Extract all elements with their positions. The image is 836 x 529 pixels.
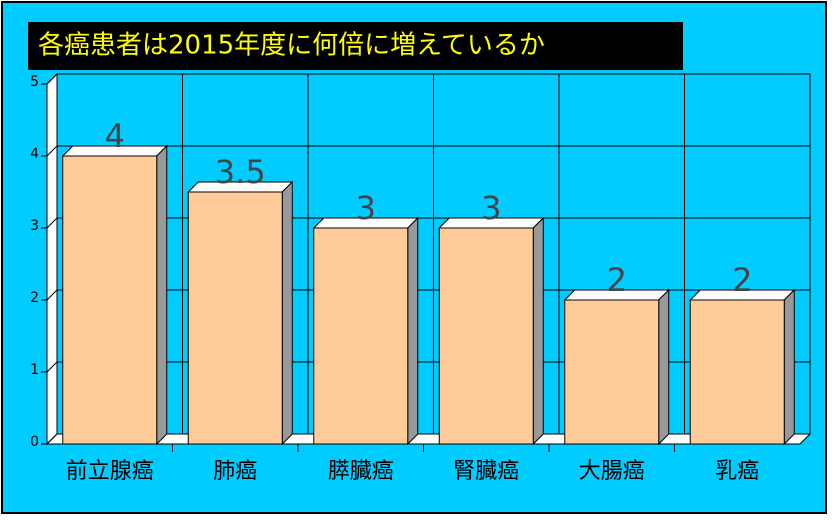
bar-side bbox=[783, 288, 795, 446]
bar bbox=[187, 191, 283, 445]
x-tick-label: 前立腺癌 bbox=[66, 459, 154, 484]
bar-side bbox=[156, 144, 168, 446]
value-label: 2 bbox=[732, 261, 752, 299]
bar-side bbox=[281, 180, 293, 446]
bar bbox=[438, 227, 534, 445]
bar bbox=[62, 155, 158, 445]
x-tick-label: 肺癌 bbox=[213, 459, 257, 484]
y-tick-label: 4 bbox=[30, 146, 39, 162]
title-box bbox=[28, 22, 683, 70]
y-tick-label: 1 bbox=[30, 362, 39, 378]
bar-side bbox=[658, 288, 670, 446]
y-tick-label: 0 bbox=[30, 434, 39, 450]
x-tick-label: 腎臓癌 bbox=[453, 459, 519, 484]
grid-line bbox=[46, 217, 810, 229]
grid-line bbox=[46, 289, 810, 301]
grid-line bbox=[46, 73, 810, 85]
grid-line bbox=[46, 361, 810, 373]
x-tick-label: 大腸癌 bbox=[579, 459, 645, 484]
chart-title: 各癌患者は2015年度に何倍に増えているか bbox=[38, 31, 545, 61]
x-tick-label: 膵臓癌 bbox=[328, 459, 394, 484]
side-wall bbox=[46, 72, 58, 446]
y-tick-label: 3 bbox=[30, 218, 39, 234]
value-label: 4 bbox=[105, 117, 125, 155]
value-label: 3 bbox=[356, 189, 376, 227]
bar-side bbox=[532, 216, 544, 446]
value-label: 2 bbox=[607, 261, 627, 299]
bar bbox=[564, 299, 660, 445]
x-tick-label: 乳癌 bbox=[715, 459, 759, 484]
bar-side bbox=[407, 216, 419, 446]
y-tick-label: 2 bbox=[30, 290, 39, 306]
bar bbox=[313, 227, 409, 445]
y-tick-label: 5 bbox=[30, 74, 39, 90]
grid-line bbox=[46, 145, 810, 157]
value-label: 3 bbox=[481, 189, 501, 227]
grid-line bbox=[46, 433, 810, 445]
value-label: 3.5 bbox=[215, 153, 266, 191]
bar bbox=[689, 299, 785, 445]
